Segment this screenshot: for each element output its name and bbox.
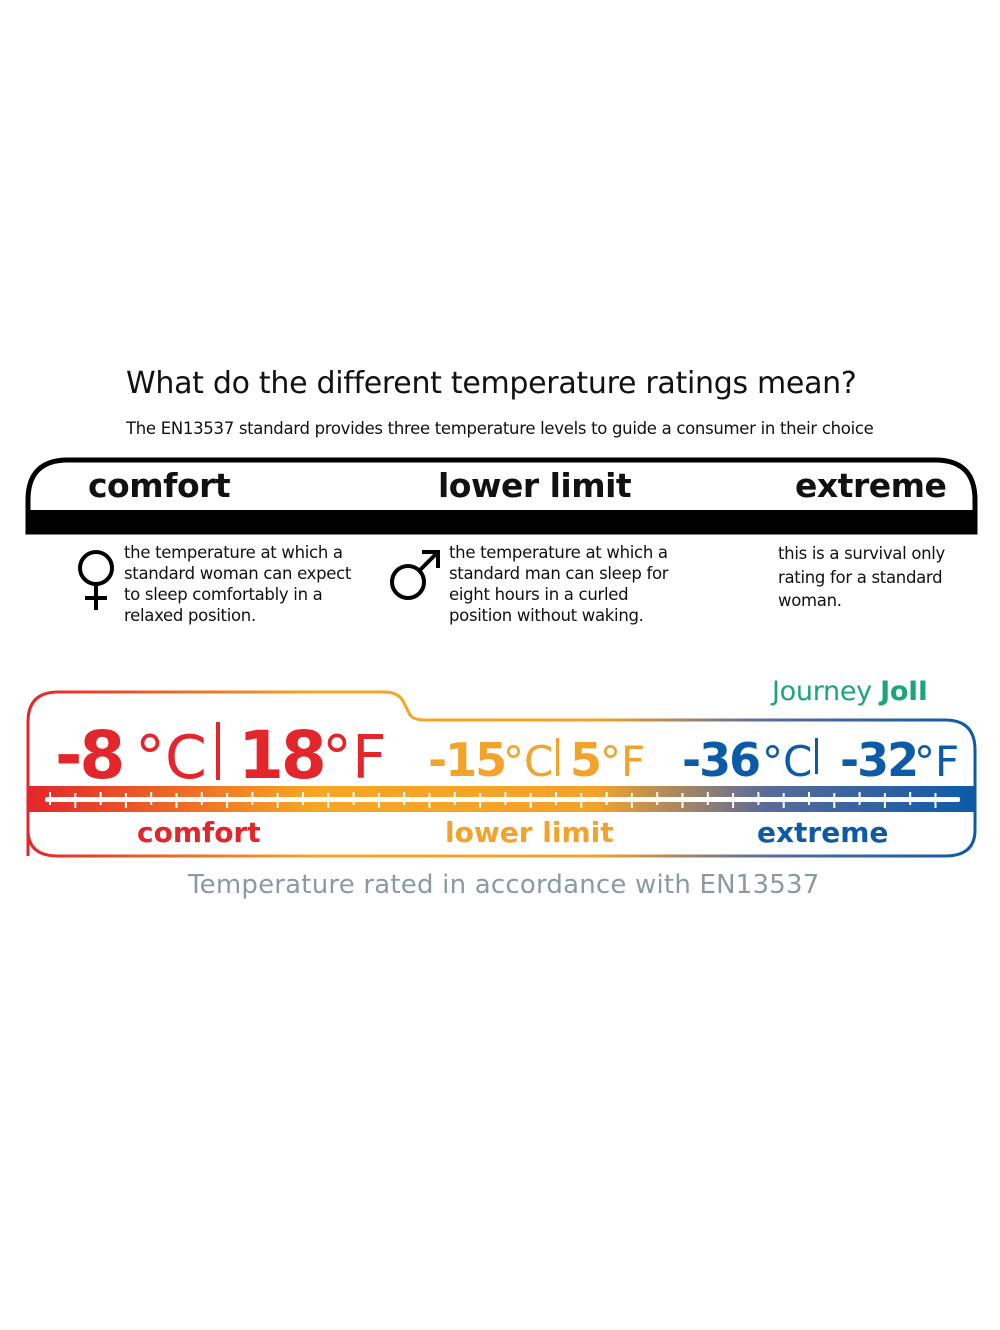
extreme-celsius-value: -36 — [682, 733, 759, 787]
comfort-fahrenheit-value: 18 — [238, 717, 324, 794]
temperature-scale: -8 °C 18 °F -15 °C 5 °F -36 °C -32 °F co… — [26, 690, 977, 858]
footer-note: Temperature rated in accordance with EN1… — [188, 870, 820, 900]
comfort-fahrenheit-unit: °F — [322, 723, 387, 793]
lower-limit-fahrenheit-unit: °F — [600, 737, 645, 786]
divider — [815, 738, 818, 774]
extreme-celsius-unit: °C — [762, 737, 812, 786]
extreme-fahrenheit-value: -32 — [840, 733, 917, 787]
divider — [216, 722, 220, 780]
lower-limit-celsius-value: -15 — [428, 733, 505, 787]
scale-line — [45, 797, 960, 802]
header-lower-limit: lower limit — [438, 466, 632, 505]
brand-logo: Journey JoII — [772, 676, 928, 707]
page-title: What do the different temperature rating… — [126, 366, 857, 401]
male-symbol-icon — [390, 550, 440, 600]
scale-label-lower-limit: lower limit — [445, 816, 614, 849]
lower-limit-description: the temperature at which a standard man … — [449, 543, 669, 625]
lower-limit-fahrenheit-value: 5 — [570, 733, 602, 787]
page-subtitle: The EN13537 standard provides three temp… — [126, 419, 874, 438]
divider — [556, 738, 559, 776]
female-symbol-icon — [78, 550, 114, 610]
comfort-celsius-unit: °C — [135, 723, 207, 793]
extreme-fahrenheit-unit: °F — [914, 737, 959, 786]
header-bar — [26, 510, 977, 533]
lower-limit-celsius-unit: °C — [503, 737, 553, 786]
scale-label-comfort: comfort — [137, 816, 261, 849]
extreme-description: this is a survival only rating for a sta… — [778, 544, 946, 610]
header-comfort: comfort — [88, 466, 231, 505]
scale-label-extreme: extreme — [757, 816, 888, 849]
comfort-celsius-value: -8 — [55, 717, 122, 794]
header-box — [25, 457, 978, 535]
header-extreme: extreme — [795, 466, 947, 505]
comfort-description: the temperature at which a standard woma… — [124, 543, 352, 625]
